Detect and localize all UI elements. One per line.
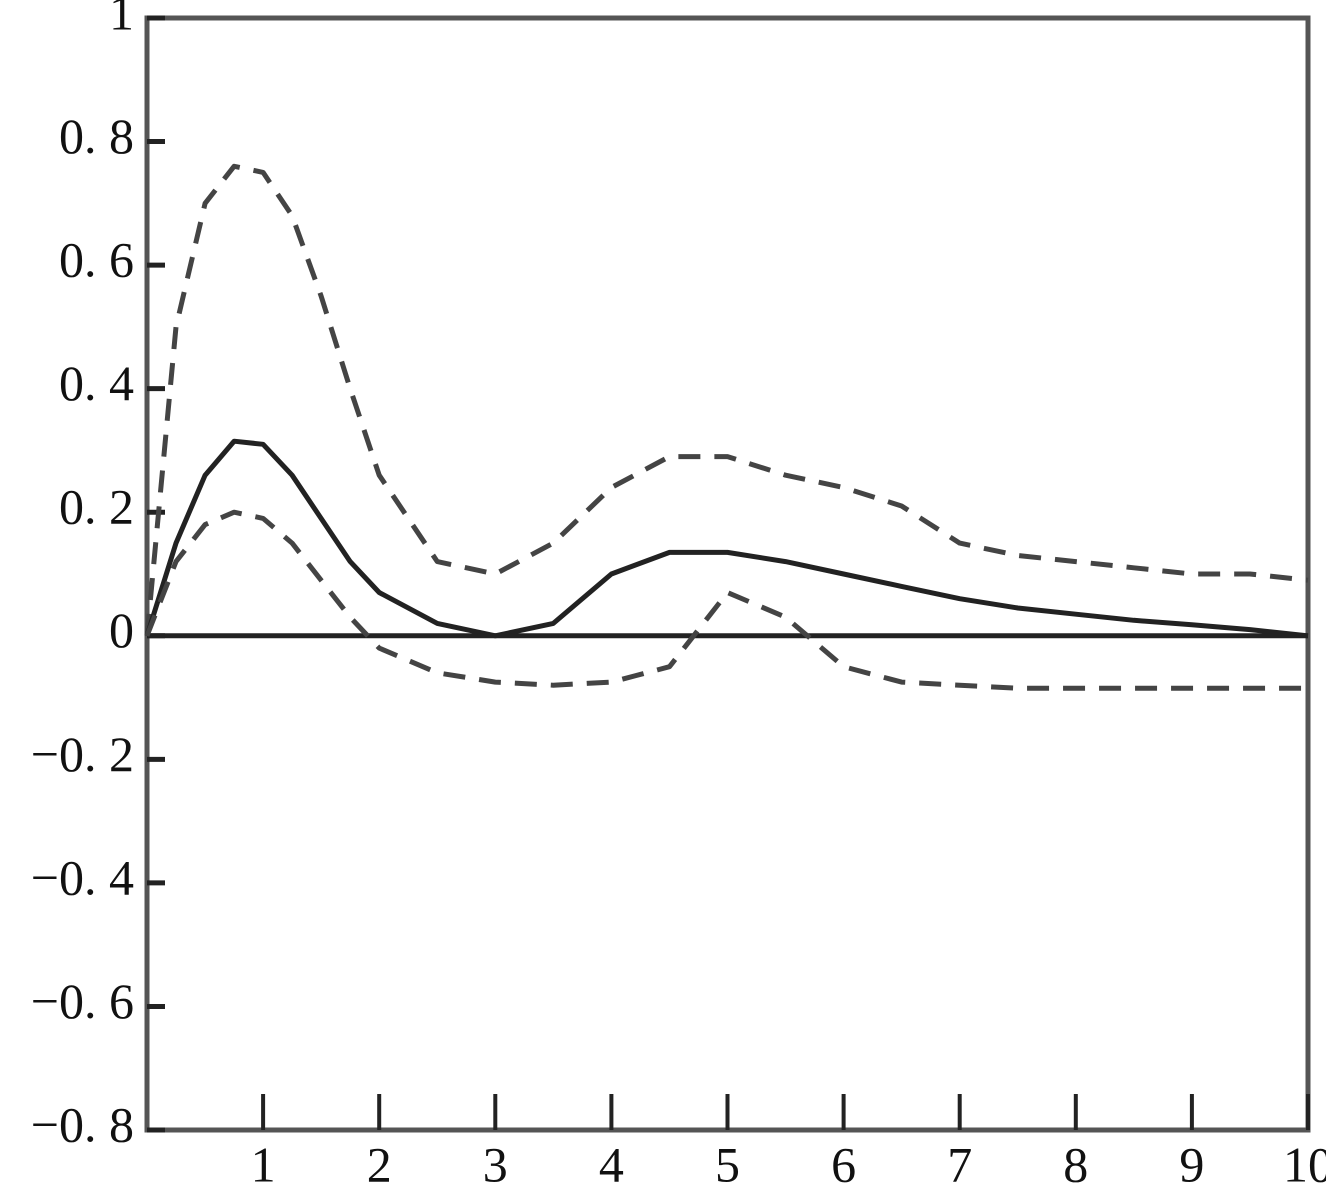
- y-tick-label: −0. 6: [31, 973, 134, 1029]
- y-tick-label: 0. 8: [59, 108, 134, 164]
- x-tick-label: 6: [831, 1136, 856, 1190]
- series-line: [144, 438, 1309, 639]
- x-tick-label: 2: [367, 1136, 392, 1190]
- x-tick-label: 4: [599, 1136, 624, 1190]
- x-tick-label: 9: [1179, 1136, 1204, 1190]
- y-tick-label: 0: [109, 602, 134, 658]
- y-tick-label: −0. 2: [31, 726, 134, 782]
- x-tick-label: 7: [947, 1136, 972, 1190]
- y-tick-label: 0. 4: [59, 355, 134, 411]
- x-tick-label: 1: [251, 1136, 276, 1190]
- y-tick-label: −0. 8: [31, 1096, 134, 1152]
- series-line: [144, 509, 1308, 691]
- y-tick-label: −0. 4: [31, 849, 134, 905]
- series-line: [144, 163, 1309, 637]
- x-tick-label: 10: [1283, 1136, 1326, 1190]
- x-tick-label: 8: [1063, 1136, 1088, 1190]
- y-tick-label: 0. 6: [59, 232, 134, 288]
- y-tick-label: 0. 2: [59, 479, 134, 535]
- y-tick-label: 1: [109, 0, 134, 40]
- x-tick-label: 3: [483, 1136, 508, 1190]
- plot-frame: [144, 15, 1311, 1133]
- x-tick-label: 5: [715, 1136, 740, 1190]
